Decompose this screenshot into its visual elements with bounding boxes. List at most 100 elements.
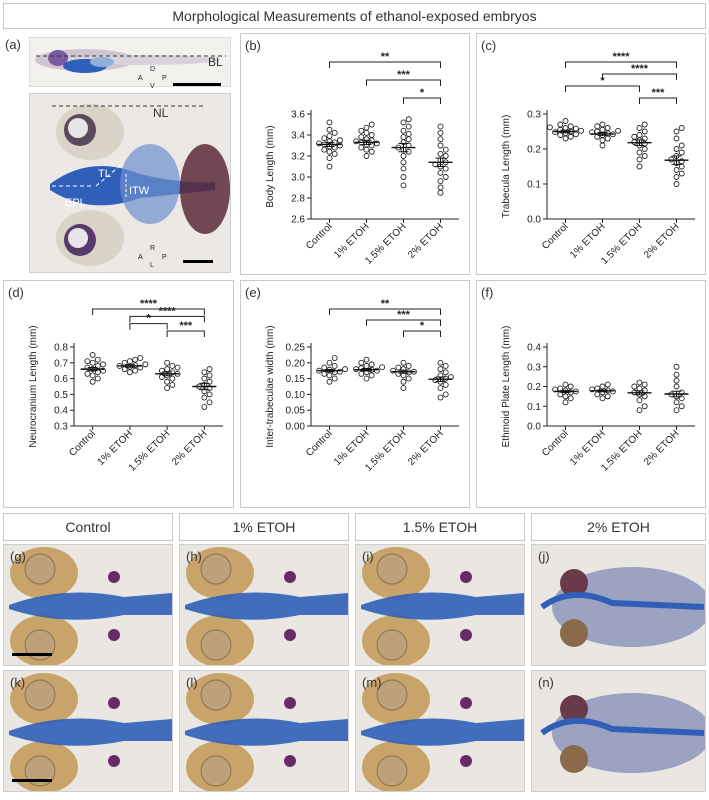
data-point [164,385,171,392]
significance-bracket [639,97,677,104]
otic-shape [108,697,120,709]
x-tick-label: 1% ETOH [332,221,371,260]
data-point [636,163,643,170]
panel-label-b: (b) [245,38,261,53]
data-point [437,136,444,143]
data-point [331,355,338,362]
compass-bottom: R A P L [138,245,168,271]
data-point [358,370,365,377]
y-tick-label: 3.6 [291,110,305,121]
data-point [373,367,380,374]
panel-label-d: (d) [8,285,24,300]
data-point [673,128,680,135]
data-point [604,393,611,400]
y-tick-label: 0.05 [286,406,306,417]
x-tick-label: Control [304,428,335,459]
data-point [201,394,208,401]
data-point [169,375,176,382]
significance-label: *** [397,309,411,321]
y-tick-label: 0.3 [527,110,541,121]
data-point [678,149,685,156]
x-tick-label: 2% ETOH [406,428,445,467]
data-point [673,146,680,152]
y-tick-label: 2.6 [291,215,305,226]
panel-label-j: (j) [538,549,550,564]
otic-shape [108,571,120,583]
data-point [368,142,375,149]
x-tick-label: Control [540,428,571,459]
y-tick-label: 0.1 [527,180,541,191]
micrograph-drawing [185,673,348,791]
data-point [126,358,133,365]
data-point [400,182,407,189]
data-point [363,146,370,153]
data-point [604,381,611,388]
data-point [89,359,96,366]
x-tick-label: 1% ETOH [96,428,135,467]
data-point [363,375,370,382]
data-point [442,153,449,159]
chart-c: 0.0 0.1 0.2 0.3 Trabecula Length (mm) Control… [501,51,695,267]
compass-top-left: A [138,75,143,82]
micrograph-drawing [540,567,705,647]
data-point [137,355,144,362]
whole-embryo-drawing [35,49,226,73]
data-point [636,379,643,386]
data-point [562,118,569,124]
micrograph-m: (m) [355,670,525,792]
significance-label: * [420,87,425,99]
y-tick-label: 0.3 [527,362,541,373]
data-point [368,148,375,155]
significance-bracket [565,61,677,68]
significance-label: *** [652,87,666,99]
data-point [368,121,375,128]
data-point [400,153,407,159]
data-point [84,370,91,377]
data-point [636,385,643,392]
data-point [326,155,333,162]
otic-shape [460,629,472,641]
head-closeup-image [29,93,231,273]
data-point [636,397,643,404]
y-tick-label: 3.2 [291,152,305,163]
data-point [201,369,208,376]
significance-bracket [366,319,441,326]
data-point [437,385,444,392]
data-point [604,125,611,131]
data-point [358,359,365,366]
data-point [673,167,680,173]
eye-shape [376,679,408,711]
x-tick-label: 2% ETOH [642,221,681,260]
scale-bar-a-top [173,83,221,86]
data-point [641,403,648,410]
compass-bottom-right: P [162,254,167,261]
micrograph-h: (h) [179,544,349,666]
whole-embryo-image [29,37,231,87]
otic-shape [284,755,296,767]
data-point [437,123,444,130]
y-tick-label: 0.4 [54,406,68,417]
eye-shape [560,569,588,597]
micrograph-i: (i) [355,544,525,666]
data-point [89,351,96,358]
data-point [326,126,333,133]
data-point [599,142,606,149]
scale-bar [12,653,52,656]
data-point [336,368,343,375]
data-point [572,125,579,132]
data-point [567,395,574,402]
data-point [567,383,574,390]
y-tick-label: 0.2 [527,382,541,393]
data-point [201,375,208,382]
data-point [673,407,680,414]
micrograph-drawing [361,673,524,791]
y-tick-label: 0.10 [286,390,306,401]
data-point [206,366,213,373]
compass-top-down: V [150,83,155,90]
chart-d: 0.3 0.4 0.5 0.6 0.7 0.8 Neurocranium Length (m… [28,298,223,474]
data-point [169,381,176,388]
micrograph-drawing [9,547,172,665]
y-axis-title: Inter-trabeculae width (mm) [265,325,276,447]
significance-label: * [146,313,151,325]
panel-e: (e) 0.00 0.05 0.10 0.15 0.20 0.25 Inter-trabec… [240,280,470,508]
